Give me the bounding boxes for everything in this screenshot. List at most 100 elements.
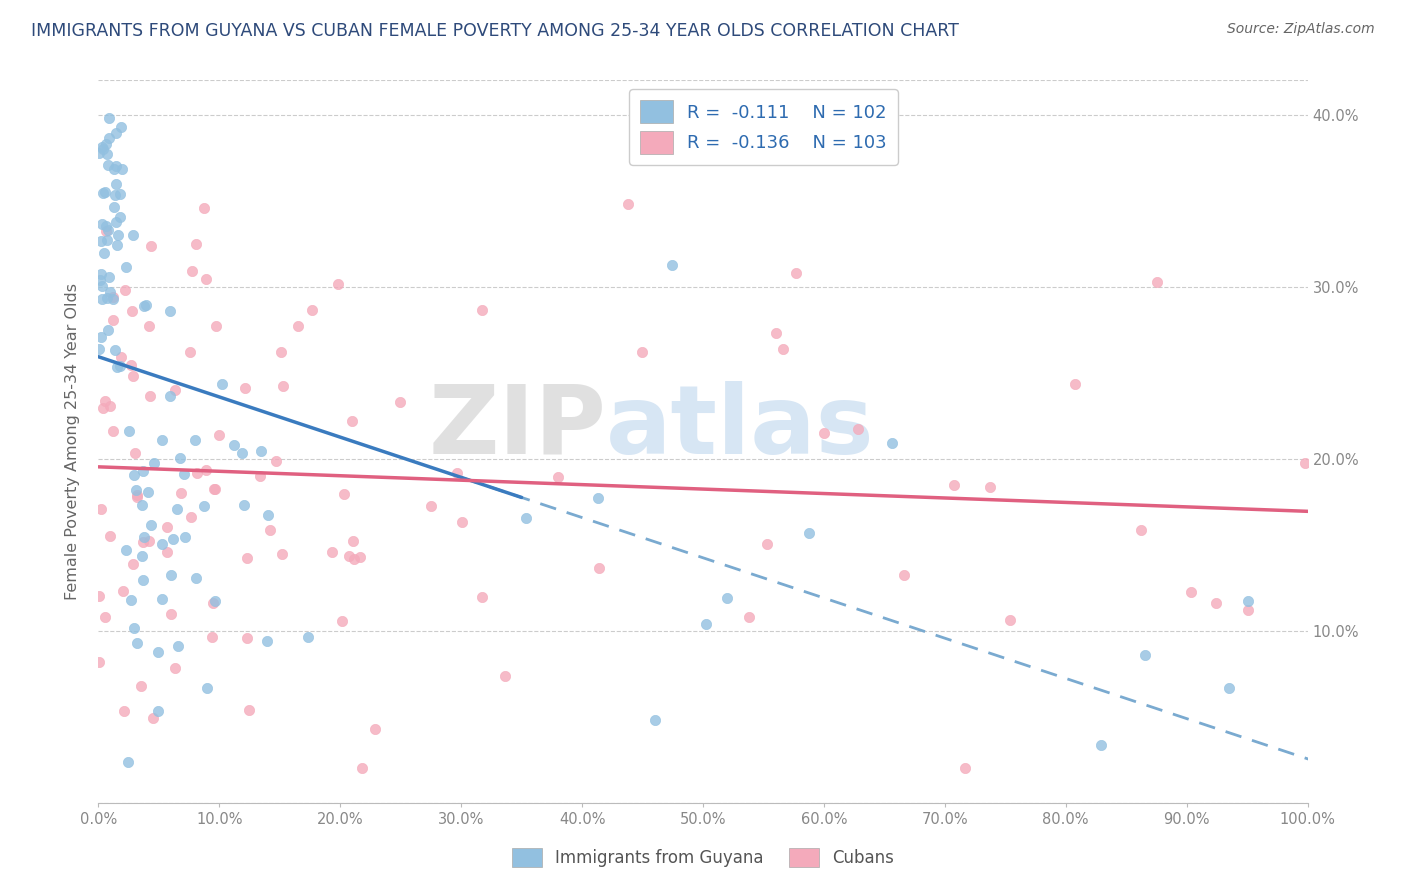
Point [89,273,111,287]
Point [170,486,193,500]
Point [127,490,149,504]
Point [998,613,1021,627]
Point [90,292,112,306]
Point [103,162,125,177]
Point [271,547,294,561]
Point [340,414,363,428]
Point [111,583,134,598]
Point [96,291,118,305]
Point [1063,376,1085,391]
Point [451,515,474,529]
Point [150,591,173,606]
Point [93,393,115,408]
Point [129,680,152,694]
Point [287,319,309,334]
Point [169,450,191,465]
Point [103,200,125,214]
Point [90,501,112,516]
Point [125,635,148,649]
Point [115,260,138,274]
Point [90,139,112,153]
Point [195,272,218,286]
Point [494,669,516,683]
Point [772,343,794,357]
Point [233,498,256,512]
Point [142,711,165,725]
Point [93,246,115,260]
Point [446,466,468,480]
Point [471,303,494,318]
Point [333,487,356,501]
Point [162,532,184,546]
Point [89,589,111,603]
Point [160,607,183,622]
Point [122,368,145,383]
Point [87,342,110,356]
Point [1205,595,1227,609]
Point [880,435,903,450]
Point [101,290,124,304]
Point [107,227,129,242]
Point [179,344,201,359]
Point [98,285,121,300]
Point [273,378,295,392]
Point [846,422,869,436]
Point [110,350,132,364]
Point [112,704,135,718]
Point [159,389,181,403]
Point [337,549,360,563]
Point [588,561,610,575]
Point [156,520,179,534]
Point [352,761,374,775]
Point [134,299,156,313]
Point [122,227,145,242]
Point [139,518,162,533]
Point [138,389,160,403]
Point [163,661,186,675]
Point [249,469,271,483]
Point [195,463,218,477]
Point [159,567,181,582]
Point [1218,681,1240,695]
Point [202,596,225,610]
Point [132,530,155,544]
Point [173,530,195,544]
Point [208,428,231,442]
Point [515,511,537,525]
Point [93,185,115,199]
Point [193,201,215,215]
Point [184,571,207,585]
Point [104,126,127,140]
Legend: Immigrants from Guyana, Cubans: Immigrants from Guyana, Cubans [505,841,901,874]
Point [264,454,287,468]
Point [131,498,153,512]
Point [91,143,114,157]
Point [131,464,153,478]
Text: atlas: atlas [606,381,875,474]
Point [165,384,187,398]
Point [124,621,146,635]
Point [979,480,1001,494]
Text: ZIP: ZIP [429,381,606,474]
Point [108,359,131,373]
Point [364,722,387,736]
Point [121,592,143,607]
Point [90,267,112,281]
Point [388,395,411,409]
Point [616,196,638,211]
Point [94,219,117,234]
Point [96,233,118,247]
Point [204,482,226,496]
Point [644,713,666,727]
Point [94,610,117,624]
Point [236,631,259,645]
Point [124,446,146,460]
Point [343,551,366,566]
Point [349,550,371,565]
Point [631,344,654,359]
Point [222,438,245,452]
Point [738,610,761,624]
Point [110,120,132,134]
Point [91,401,114,416]
Point [166,501,188,516]
